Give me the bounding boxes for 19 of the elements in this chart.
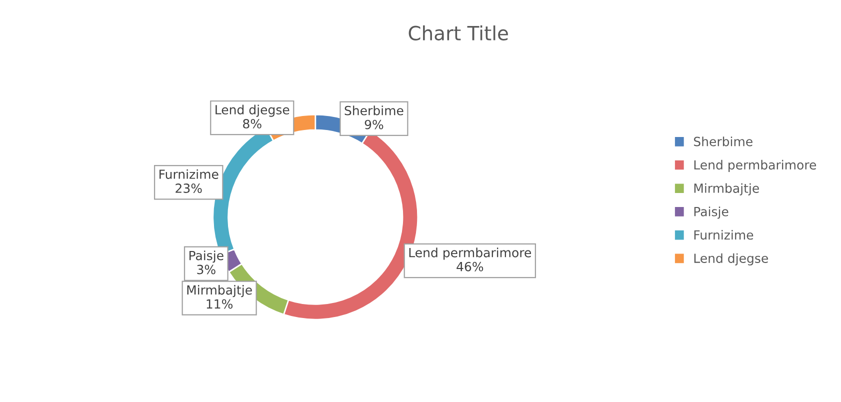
- data-label: 8%: [243, 118, 262, 128]
- legend-label: Lend djegse: [694, 253, 768, 266]
- data-label: 23%: [176, 184, 202, 193]
- slice-label: Mirmbajtje: [187, 285, 252, 298]
- legend-label: Sherbime: [694, 136, 752, 146]
- data-label: 11%: [206, 299, 233, 309]
- slice-label: Furnizime: [160, 169, 218, 179]
- legend-label: Furnizime: [694, 230, 754, 240]
- legend-label: Lend permbarimore: [694, 160, 816, 172]
- chart-title: Chart Title: [408, 25, 508, 40]
- data-label: 46%: [456, 262, 484, 272]
- slice-label: Lend djegse: [216, 104, 290, 117]
- data-label: 9%: [364, 120, 384, 130]
- slice-label: Paisje: [189, 250, 224, 263]
- slice-label: Lend permbarimore: [409, 248, 532, 260]
- legend-label: Paisje: [694, 206, 728, 219]
- legend-label: Mirmbajtje: [694, 183, 759, 196]
- data-label: 3%: [197, 264, 216, 274]
- slice-label: Sherbime: [344, 106, 404, 116]
